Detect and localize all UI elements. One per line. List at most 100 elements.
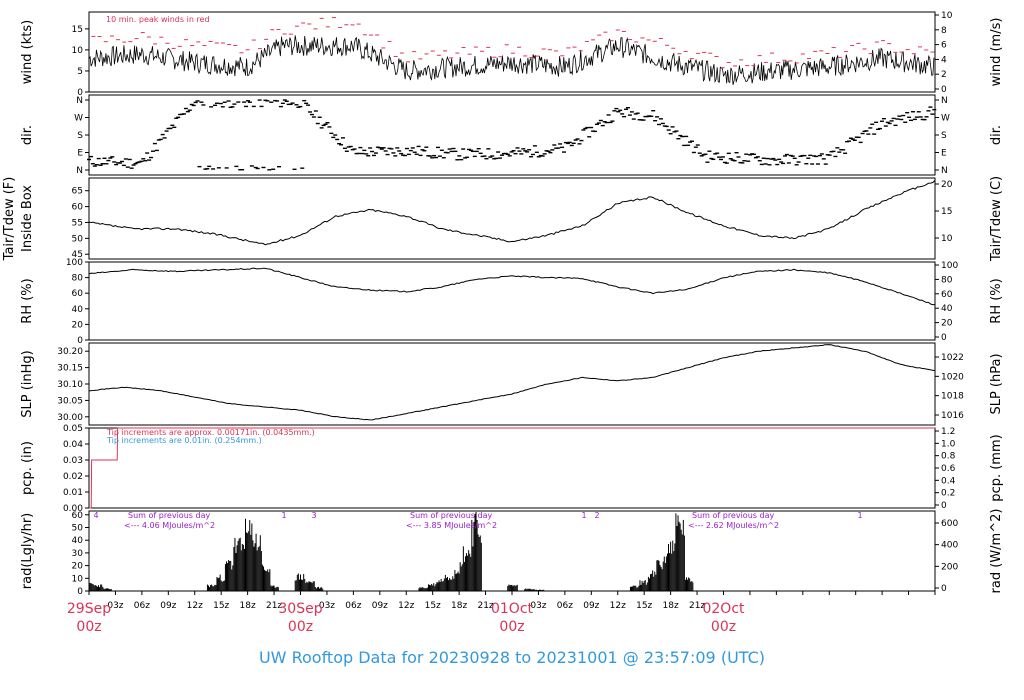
x-tick-label: 15z [213, 601, 229, 611]
y-tick-label-left: 60 [72, 511, 84, 521]
y-tick-label-right: 1020 [941, 372, 964, 382]
x-tick-label: 09z [583, 601, 599, 611]
y-tick-label-right: W [941, 114, 950, 124]
y-tick-label-left: 50 [72, 524, 84, 534]
y-tick-label-right: 40 [941, 304, 953, 314]
y-tick-label-left: 30.05 [57, 396, 83, 406]
radiation-marker: 4 [93, 511, 98, 520]
y-tick-label-right: 1.2 [941, 427, 955, 437]
radiation-marker: 2 [594, 511, 599, 520]
y-tick-label-left: 0 [77, 88, 83, 98]
radiation-marker: 1 [281, 511, 286, 520]
x-tick-label: 06z [134, 601, 150, 611]
y-tick-label-right: 0.6 [941, 464, 956, 474]
x-tick-label: 06z [345, 601, 361, 611]
y-tick-label-left: 15 [72, 25, 83, 35]
y-tick-label-left: 20 [72, 320, 84, 330]
y-tick-label-right: 100 [941, 261, 958, 271]
day-sum-title: Sum of previous day [692, 511, 774, 520]
temp-line [88, 180, 936, 246]
y-tick-label-right: 600 [941, 519, 958, 529]
date-label: 30Sep [278, 601, 322, 617]
peak-wind-annotation: 10 min. peak winds in red [106, 15, 210, 24]
y-axis-label-left: dir. [20, 125, 35, 145]
y-tick-label-right: 10 [941, 11, 953, 21]
y-tick-label-right: 2 [941, 70, 947, 80]
y-tick-label-right: 10 [941, 234, 953, 244]
x-tick-label: 21z [266, 601, 282, 611]
radiation-marker: 3 [311, 511, 316, 520]
wind-speed-line [88, 35, 935, 85]
y-axis-label-left: RH (%) [20, 278, 35, 323]
y-axis-label-right: RH (%) [989, 278, 1004, 323]
x-tick-label: 12z [610, 601, 626, 611]
y-tick-label-right: 15 [941, 207, 952, 217]
y-axis-label-left: pcp. (in) [20, 441, 35, 495]
y-tick-label-left: S [77, 131, 83, 141]
y-tick-label-right: 80 [941, 275, 953, 285]
day-sum-value: <--- 4.06 MJoules/m^2 [124, 521, 215, 530]
y-tick-label-left: 0 [77, 587, 83, 597]
panel-slp: 30.00 30.05 30.10 30.15 30.20 1016 1018 1020 102… [20, 342, 1004, 426]
y-tick-label-left: 60 [72, 289, 84, 299]
y-tick-label-right: 1018 [941, 392, 964, 402]
x-tick-label: 18z [240, 601, 256, 611]
tip-note-blue: Tip increments are 0.01in. (0.254mm.) [106, 436, 262, 445]
y-tick-label-right: 1022 [941, 353, 964, 363]
y-tick-label-left: 5 [77, 67, 83, 77]
y-axis-label-left: rad(Lgly/hr) [20, 513, 35, 589]
x-tick-label: 12z [187, 601, 203, 611]
x-tick-label: 18z [451, 601, 467, 611]
panel-rh: 0 20 40 60 80 100 0 20 40 60 80 100 RH (%) RH (%) [20, 258, 1004, 346]
y-tick-label-left: 0.03 [63, 456, 83, 466]
y-tick-label-right: 0 [941, 333, 947, 343]
y-axis-label-left: Tair/Tdew (F) [2, 177, 17, 262]
date-hour-label: 00z [499, 619, 524, 635]
x-tick-label: 03z [319, 601, 335, 611]
panel-frame [88, 261, 936, 341]
y-tick-label-right: 0 [941, 85, 947, 95]
date-label: 29Sep [67, 601, 111, 617]
y-tick-label-left: W [74, 114, 83, 124]
y-tick-label-right: E [941, 149, 947, 159]
day-sum-value: <--- 2.62 MJoules/m^2 [688, 521, 779, 530]
page-title: UW Rooftop Data for 20230928 to 20231001… [258, 648, 766, 667]
date-label: 02Oct [702, 601, 745, 617]
y-tick-label-left: 20 [72, 562, 84, 572]
radiation-marker: 1 [857, 511, 862, 520]
y-tick-label-left: 10 [72, 574, 84, 584]
y-tick-label-left: 0.01 [63, 488, 83, 498]
panel-frame [88, 177, 936, 260]
panel-frame [88, 94, 936, 176]
y-tick-label-left: 50 [72, 234, 84, 244]
y-tick-label-right: 4 [941, 55, 947, 65]
date-hour-label: 00z [76, 619, 101, 635]
y-tick-label-left: 45 [72, 250, 83, 260]
y-tick-label-left: 55 [72, 218, 83, 228]
y-tick-label-left: 100 [66, 258, 83, 268]
y-tick-label-right: N [941, 166, 948, 176]
y-tick-label-right: 0.4 [941, 476, 956, 486]
y-axis-label-right: SLP (hPa) [989, 353, 1004, 414]
y-tick-label-right: 200 [941, 562, 958, 572]
y-axis-label-right: dir. [989, 125, 1004, 145]
y-axis-label-right: Tair/Tdew (C) [989, 176, 1004, 262]
x-tick-label: 15z [425, 601, 441, 611]
y-axis-label-right: wind (m/s) [989, 18, 1004, 87]
pcp-line [89, 427, 935, 509]
y-tick-label-left: 0.02 [63, 472, 83, 482]
y-tick-label-left: E [77, 149, 83, 159]
y-tick-label-left: 60 [72, 203, 84, 213]
x-axis: 03z 06z 09z 12z 15z 18z 21z 03z 06z 09z 12z 15z 18z 2… [67, 591, 936, 635]
x-tick-label: 06z [557, 601, 573, 611]
y-tick-label-right: 1.0 [941, 439, 956, 449]
x-tick-label: 21z [689, 601, 705, 611]
rh-line [88, 267, 936, 306]
y-tick-label-left: N [76, 166, 83, 176]
y-tick-label-left: 30 [72, 549, 84, 559]
y-axis-label-right: rad (W/m^2) [989, 509, 1004, 594]
date-label: 01Oct [491, 601, 534, 617]
y-tick-label-left: N [76, 96, 83, 106]
